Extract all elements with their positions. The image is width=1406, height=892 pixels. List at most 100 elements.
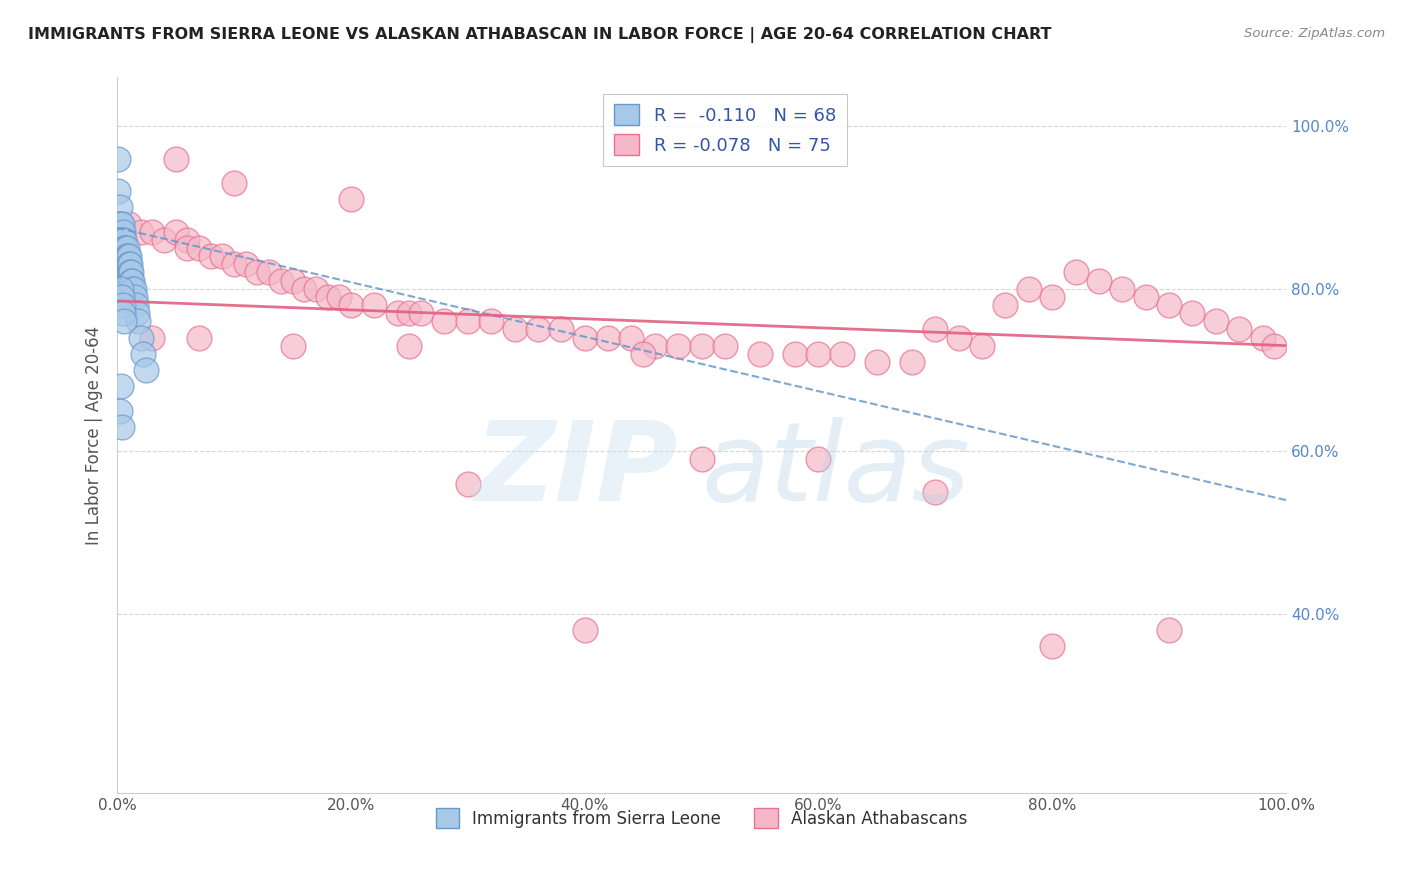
Point bbox=[107, 217, 129, 231]
Point bbox=[398, 338, 420, 352]
Point bbox=[111, 241, 134, 255]
Point bbox=[108, 403, 131, 417]
Point bbox=[110, 233, 132, 247]
Point bbox=[433, 314, 456, 328]
Point bbox=[620, 330, 643, 344]
Point bbox=[574, 623, 596, 637]
Point bbox=[112, 314, 135, 328]
Point bbox=[1157, 298, 1180, 312]
Point bbox=[574, 330, 596, 344]
Point bbox=[866, 355, 889, 369]
Point bbox=[118, 265, 141, 279]
Point bbox=[994, 298, 1017, 312]
Point bbox=[117, 257, 139, 271]
Point bbox=[222, 257, 245, 271]
Point bbox=[292, 282, 315, 296]
Point bbox=[121, 274, 143, 288]
Point bbox=[281, 338, 304, 352]
Point bbox=[924, 485, 946, 500]
Point bbox=[690, 452, 713, 467]
Point bbox=[112, 306, 135, 320]
Point bbox=[121, 282, 143, 296]
Point bbox=[110, 379, 132, 393]
Point bbox=[127, 314, 149, 328]
Point bbox=[110, 249, 132, 263]
Point bbox=[188, 330, 211, 344]
Point bbox=[112, 233, 135, 247]
Text: IMMIGRANTS FROM SIERRA LEONE VS ALASKAN ATHABASCAN IN LABOR FORCE | AGE 20-64 CO: IMMIGRANTS FROM SIERRA LEONE VS ALASKAN … bbox=[28, 27, 1052, 43]
Point bbox=[222, 176, 245, 190]
Point bbox=[115, 257, 138, 271]
Point bbox=[141, 225, 163, 239]
Point bbox=[108, 217, 131, 231]
Point bbox=[644, 338, 666, 352]
Point bbox=[111, 420, 134, 434]
Point bbox=[901, 355, 924, 369]
Point bbox=[631, 347, 654, 361]
Point bbox=[118, 217, 141, 231]
Point bbox=[211, 249, 233, 263]
Point bbox=[125, 306, 148, 320]
Point bbox=[112, 241, 135, 255]
Point bbox=[328, 290, 350, 304]
Point bbox=[118, 257, 141, 271]
Point bbox=[108, 201, 131, 215]
Point bbox=[110, 274, 132, 288]
Point bbox=[120, 274, 142, 288]
Point bbox=[596, 330, 619, 344]
Point bbox=[153, 233, 176, 247]
Point bbox=[132, 347, 155, 361]
Point bbox=[112, 225, 135, 239]
Point bbox=[305, 282, 328, 296]
Point bbox=[118, 265, 141, 279]
Legend: Immigrants from Sierra Leone, Alaskan Athabascans: Immigrants from Sierra Leone, Alaskan At… bbox=[429, 802, 974, 834]
Point bbox=[141, 330, 163, 344]
Point bbox=[112, 265, 135, 279]
Point bbox=[387, 306, 409, 320]
Point bbox=[114, 257, 136, 271]
Point bbox=[783, 347, 806, 361]
Point bbox=[550, 322, 572, 336]
Point bbox=[316, 290, 339, 304]
Point bbox=[235, 257, 257, 271]
Point bbox=[749, 347, 772, 361]
Point bbox=[807, 347, 830, 361]
Text: Source: ZipAtlas.com: Source: ZipAtlas.com bbox=[1244, 27, 1385, 40]
Point bbox=[111, 217, 134, 231]
Point bbox=[948, 330, 970, 344]
Point bbox=[111, 290, 134, 304]
Point bbox=[409, 306, 432, 320]
Point bbox=[188, 241, 211, 255]
Point bbox=[1205, 314, 1227, 328]
Point bbox=[1263, 338, 1285, 352]
Point bbox=[1064, 265, 1087, 279]
Point bbox=[176, 233, 198, 247]
Point bbox=[176, 241, 198, 255]
Point bbox=[1018, 282, 1040, 296]
Point bbox=[124, 290, 146, 304]
Point bbox=[112, 249, 135, 263]
Text: ZIP: ZIP bbox=[475, 417, 678, 524]
Point bbox=[117, 265, 139, 279]
Point bbox=[714, 338, 737, 352]
Point bbox=[112, 257, 135, 271]
Point bbox=[111, 249, 134, 263]
Point bbox=[114, 249, 136, 263]
Point bbox=[115, 249, 138, 263]
Point bbox=[107, 184, 129, 198]
Point bbox=[1111, 282, 1133, 296]
Point bbox=[340, 192, 363, 206]
Point bbox=[112, 265, 135, 279]
Point bbox=[165, 225, 187, 239]
Point bbox=[1251, 330, 1274, 344]
Point bbox=[108, 233, 131, 247]
Point bbox=[165, 152, 187, 166]
Point bbox=[112, 241, 135, 255]
Point bbox=[340, 298, 363, 312]
Point bbox=[666, 338, 689, 352]
Point bbox=[129, 225, 152, 239]
Point bbox=[924, 322, 946, 336]
Point bbox=[1135, 290, 1157, 304]
Point bbox=[107, 152, 129, 166]
Point bbox=[135, 363, 157, 377]
